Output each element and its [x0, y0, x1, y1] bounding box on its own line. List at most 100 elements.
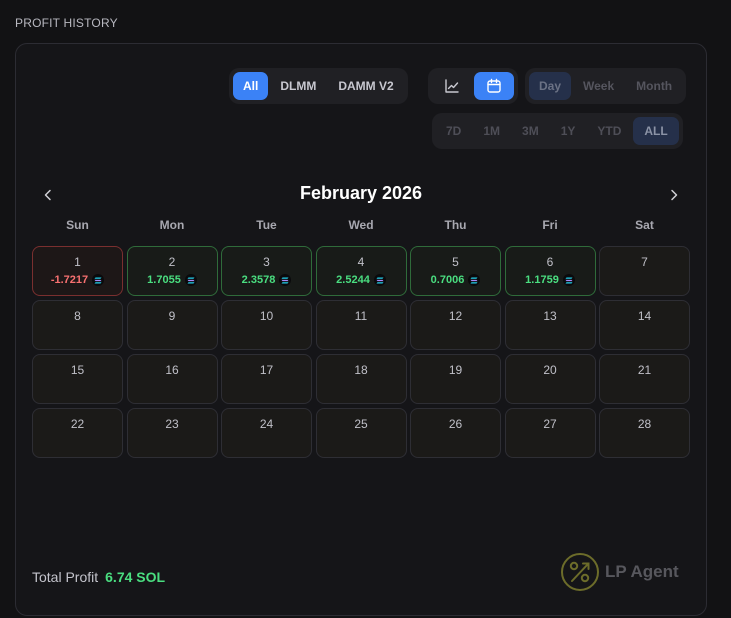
day-number: 12 [448, 309, 463, 323]
day-cell[interactable]: 28 [599, 408, 690, 458]
day-number: 6 [546, 255, 554, 269]
day-profit: 1.7055 [147, 274, 197, 286]
total-profit-value: 6.74 SOL [105, 569, 166, 585]
tab-all[interactable]: All [233, 72, 269, 100]
day-profit-value: -1.7217 [50, 274, 89, 286]
day-cell[interactable]: 8 [32, 300, 123, 350]
day-cell[interactable]: 23 [126, 408, 218, 458]
range-ytd[interactable]: YTD [597, 124, 622, 138]
day-cell[interactable]: 13 [504, 300, 596, 350]
day-cell[interactable]: 26 [410, 408, 501, 458]
total-profit: Total Profit 6.74 SOL [32, 569, 165, 585]
tab-dlmm[interactable]: DLMM [280, 79, 317, 93]
day-cell[interactable]: 21 [599, 354, 690, 404]
day-profit-value: 1.7055 [147, 274, 181, 286]
tab-week[interactable]: Week [583, 79, 615, 93]
day-number: 25 [354, 417, 368, 431]
day-cell[interactable]: 1 -1.7217 [32, 246, 123, 296]
solana-icon [92, 274, 105, 286]
day-cell[interactable]: 5 0.7006 [410, 246, 501, 296]
day-cell[interactable]: 12 [410, 300, 501, 350]
weekday-label: Sat [635, 218, 654, 232]
day-number: 21 [637, 363, 652, 377]
weekday-label: Fri [542, 218, 558, 232]
day-number: 26 [448, 417, 463, 431]
tab-damm-v2[interactable]: DAMM V2 [338, 79, 394, 93]
day-number: 23 [165, 417, 179, 431]
day-profit-value: 2.5244 [336, 274, 370, 286]
day-number: 1 [74, 255, 81, 269]
day-cell[interactable]: 18 [315, 354, 407, 404]
calendar-view-button[interactable] [474, 72, 514, 100]
weekday-label: Tue [256, 218, 277, 232]
range-all[interactable]: ALL [633, 117, 679, 145]
tab-day[interactable]: Day [529, 72, 572, 100]
weekday-header: Sun Mon Tue Wed Thu Fri Sat [32, 218, 690, 232]
day-profit: -1.7217 [50, 274, 105, 286]
range-7d[interactable]: 7D [446, 124, 462, 138]
day-cell[interactable]: 7 [599, 246, 690, 296]
solana-icon [373, 274, 386, 286]
day-cell[interactable]: 15 [32, 354, 123, 404]
day-number: 18 [354, 363, 368, 377]
day-number: 20 [543, 363, 557, 377]
solana-icon [562, 274, 575, 286]
day-number: 16 [165, 363, 179, 377]
weekday-label: Wed [348, 218, 374, 232]
day-number: 27 [543, 417, 557, 431]
day-profit-value: 2.3578 [241, 274, 276, 286]
brand-name: LP Agent [605, 562, 679, 581]
day-number: 14 [637, 309, 652, 323]
range-1m[interactable]: 1M [483, 124, 501, 138]
solana-icon [468, 274, 481, 286]
day-number: 9 [168, 309, 176, 323]
day-number: 24 [259, 417, 274, 431]
percent-logo-icon [561, 553, 599, 591]
total-profit-label: Total Profit [32, 569, 99, 585]
source-tabs: All DLMM DAMM V2 [229, 68, 408, 104]
day-number: 4 [357, 255, 365, 269]
day-cell[interactable]: 10 [221, 300, 312, 350]
day-number: 10 [259, 309, 274, 323]
range-3m[interactable]: 3M [522, 124, 539, 138]
next-month-button[interactable] [664, 185, 684, 205]
chart-view-button[interactable] [432, 72, 472, 100]
brand-logo: LP Agent [560, 552, 679, 592]
day-cell[interactable]: 16 [126, 354, 218, 404]
chevron-left-icon [44, 189, 51, 201]
day-number: 5 [452, 255, 459, 269]
day-cell[interactable]: 4 2.5244 [315, 246, 407, 296]
weekday-label: Thu [444, 218, 467, 232]
day-number: 22 [70, 417, 85, 431]
day-profit: 1.1759 [525, 274, 575, 286]
day-number: 19 [448, 363, 463, 377]
solana-icon [184, 274, 197, 286]
day-cell[interactable]: 9 [126, 300, 218, 350]
day-number: 28 [637, 417, 652, 431]
tab-month[interactable]: Month [636, 79, 673, 93]
profit-history-panel: All DLMM DAMM V2 Day Week Month 7D 1M 3M… [15, 43, 707, 616]
prev-month-button[interactable] [38, 185, 58, 205]
day-cell[interactable]: 25 [315, 408, 407, 458]
day-cell[interactable]: 22 [32, 408, 123, 458]
day-cell[interactable]: 2 1.7055 [126, 246, 218, 296]
day-cell[interactable]: 19 [410, 354, 501, 404]
day-profit: 0.7006 [431, 274, 481, 286]
day-number: 13 [543, 309, 557, 323]
day-number: 8 [74, 309, 81, 323]
day-cell[interactable]: 14 [599, 300, 690, 350]
day-cell[interactable]: 27 [504, 408, 596, 458]
day-cell[interactable]: 20 [504, 354, 596, 404]
chevron-right-icon [671, 189, 678, 201]
day-profit: 2.3578 [242, 274, 292, 286]
range-tabs: 7D 1M 3M 1Y YTD ALL [432, 113, 683, 149]
day-number: 2 [168, 255, 176, 269]
day-cell[interactable]: 17 [221, 354, 312, 404]
day-cell[interactable]: 11 [315, 300, 407, 350]
day-cell[interactable]: 24 [221, 408, 312, 458]
day-cell[interactable]: 3 2.3578 [221, 246, 312, 296]
range-1y[interactable]: 1Y [560, 124, 576, 138]
day-cell[interactable]: 6 1.1759 [504, 246, 596, 296]
view-toggle [428, 68, 518, 104]
day-number: 17 [259, 363, 274, 377]
